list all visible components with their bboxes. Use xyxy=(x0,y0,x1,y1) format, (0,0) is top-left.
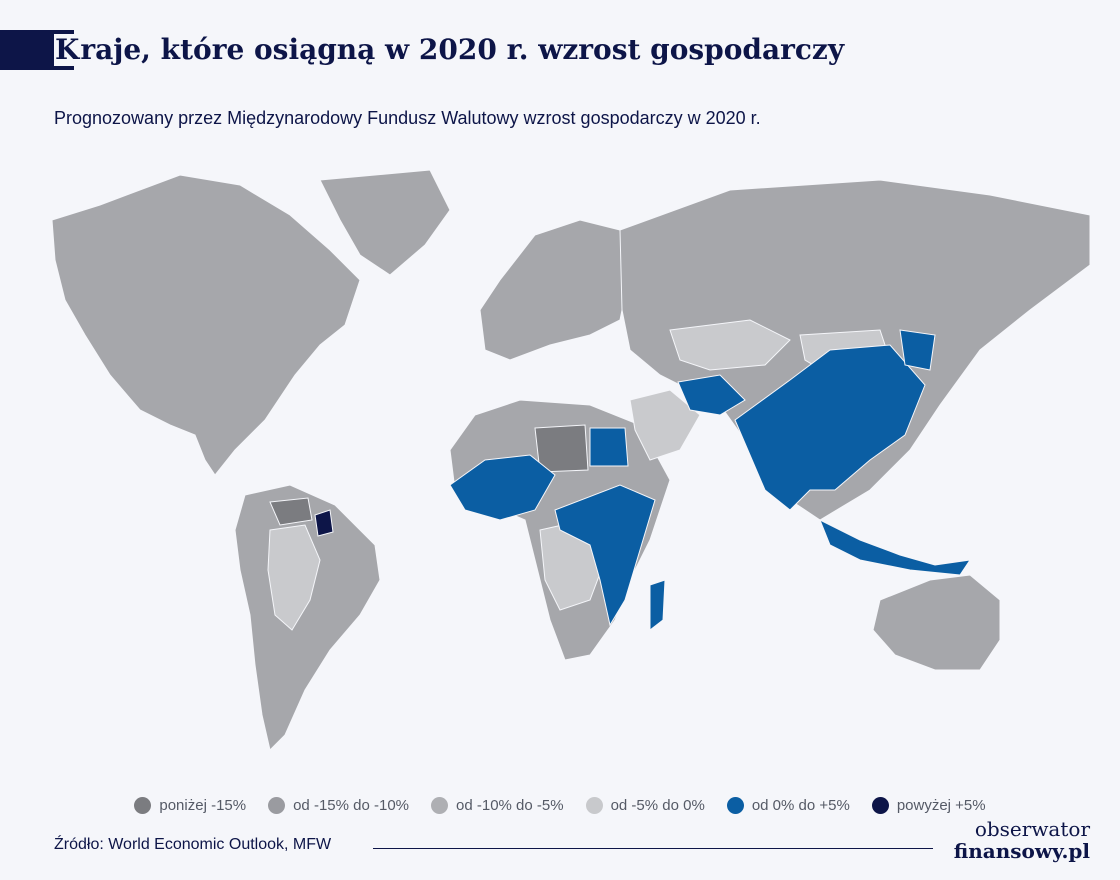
venezuela-region xyxy=(269,497,313,526)
legend-item-0-to-plus-5: od 0% do +5% xyxy=(726,794,850,816)
logo-line-1: obserwator xyxy=(974,817,1090,841)
page-subtitle: Prognozowany przez Międzynarodowy Fundus… xyxy=(54,108,761,128)
legend-dot xyxy=(431,796,448,814)
central-asia-growth-region xyxy=(677,374,746,416)
legend-item-below-minus-15: poniżej -15% xyxy=(134,794,246,816)
legend-item-minus-10-to-minus-5: od -10% do -5% xyxy=(431,794,564,816)
south-america-light-region xyxy=(267,524,321,631)
logo-line-2: finansowy.pl xyxy=(953,839,1090,863)
east-africa-growth-region xyxy=(554,484,656,627)
dark-countries xyxy=(269,424,589,526)
greenland-shape xyxy=(319,169,451,276)
title-initial: K xyxy=(54,33,81,66)
legend-label: od -5% do 0% xyxy=(610,796,705,814)
south-america-shape xyxy=(234,484,381,751)
source-note: Źródło: World Economic Outlook, MFW xyxy=(54,836,332,853)
title-text: raje, które osiągną w 2020 r. wzrost gos… xyxy=(80,33,845,66)
madagascar-region xyxy=(649,579,666,632)
legend-item-minus-15-to-minus-10: od -15% do -10% xyxy=(268,794,409,816)
light-countries xyxy=(267,319,891,631)
publisher-logo: obserwator finansowy.pl xyxy=(954,818,1090,862)
west-africa-growth-region xyxy=(449,454,556,521)
growth-countries xyxy=(449,329,972,632)
europe-shape xyxy=(479,219,631,361)
legend-label: powyżej +5% xyxy=(896,796,986,814)
legend-label: od -10% do -5% xyxy=(456,796,564,814)
page-title: Kraje, które osiągną w 2020 r. wzrost go… xyxy=(54,30,844,70)
egypt-region xyxy=(589,427,629,467)
footer-divider xyxy=(373,848,933,849)
legend-dot xyxy=(585,796,603,814)
guyana-region xyxy=(314,509,334,537)
australia-shape xyxy=(872,574,1001,671)
legend-item-above-plus-5: powyżej +5% xyxy=(871,794,986,816)
indonesia-region xyxy=(819,518,972,576)
high-growth-countries xyxy=(314,509,334,537)
middle-east-light-region xyxy=(629,389,701,461)
central-asia-light-region xyxy=(669,319,791,371)
korea-region xyxy=(899,329,936,371)
legend-label: od 0% do +5% xyxy=(751,796,850,814)
world-map xyxy=(51,169,1091,751)
north-america-shape xyxy=(51,174,361,476)
legend: poniżej -15% od -15% do -10% od -10% do … xyxy=(0,794,1120,816)
libya-region xyxy=(534,424,589,473)
legend-label: od -15% do -10% xyxy=(293,796,409,814)
legend-dot xyxy=(726,796,744,814)
legend-item-minus-5-to-0: od -5% do 0% xyxy=(585,794,705,816)
south-east-asia-growth-region xyxy=(734,344,926,511)
legend-dot xyxy=(134,796,152,814)
legend-label: poniżej -15% xyxy=(159,796,247,814)
legend-dot xyxy=(268,796,286,814)
legend-dot xyxy=(871,796,889,814)
